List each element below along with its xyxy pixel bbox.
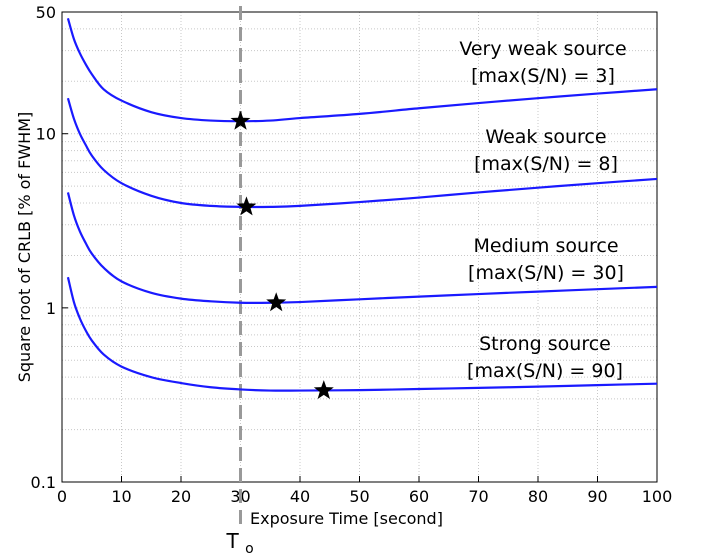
series-line-2 <box>66 97 658 209</box>
t0-label-main: T <box>226 529 240 553</box>
y-tick-label: 10 <box>36 125 56 144</box>
x-tick-label: 20 <box>171 487 191 506</box>
x-axis-label: Exposure Time [second] <box>250 509 443 528</box>
grid-lines <box>62 12 657 482</box>
optimum-star-3 <box>266 292 287 312</box>
y-axis-label: Square root of CRLB [% of FWHM] <box>15 112 34 383</box>
optimum-star-2 <box>236 196 257 216</box>
x-tick-label: 0 <box>57 487 67 506</box>
optimum-star-4 <box>313 380 334 400</box>
x-tick-label: 70 <box>468 487 488 506</box>
series-line-4 <box>66 276 658 392</box>
series-line-3 <box>66 192 658 304</box>
series-annotation-2-line-1: Weak source <box>485 126 606 148</box>
t0-label-subscript: o <box>245 541 254 557</box>
series-annotation-4-line-1: Strong source <box>479 333 611 355</box>
t0-label: T o <box>226 529 254 557</box>
optimum-star-1 <box>230 110 251 130</box>
series-annotations: Very weak source [max(S/N) = 3] Weak sourc… <box>459 38 626 382</box>
x-tick-label: 10 <box>111 487 131 506</box>
series-annotation-1-line-1: Very weak source <box>459 38 626 60</box>
series-line-1 <box>66 18 658 123</box>
series-lines <box>66 18 658 392</box>
series-annotation-3-line-1: Medium source <box>473 235 618 257</box>
y-tick-label: 50 <box>36 3 56 22</box>
series-annotation-2-line-2: [max(S/N) = 8] <box>474 153 618 175</box>
x-tick-label: 100 <box>642 487 673 506</box>
x-tick-label: 40 <box>290 487 310 506</box>
x-tick-label: 50 <box>349 487 369 506</box>
x-tick-label: 60 <box>409 487 429 506</box>
optimum-markers <box>230 110 334 400</box>
x-tick-label: 80 <box>528 487 548 506</box>
y-tick-label: 0.1 <box>31 473 56 492</box>
y-tick-label: 1 <box>46 299 56 318</box>
x-tick-label: 90 <box>587 487 607 506</box>
series-annotation-4-line-2: [max(S/N) = 90] <box>467 360 623 382</box>
series-annotation-1-line-2: [max(S/N) = 3] <box>471 65 615 87</box>
series-annotation-3-line-2: [max(S/N) = 30] <box>468 262 624 284</box>
